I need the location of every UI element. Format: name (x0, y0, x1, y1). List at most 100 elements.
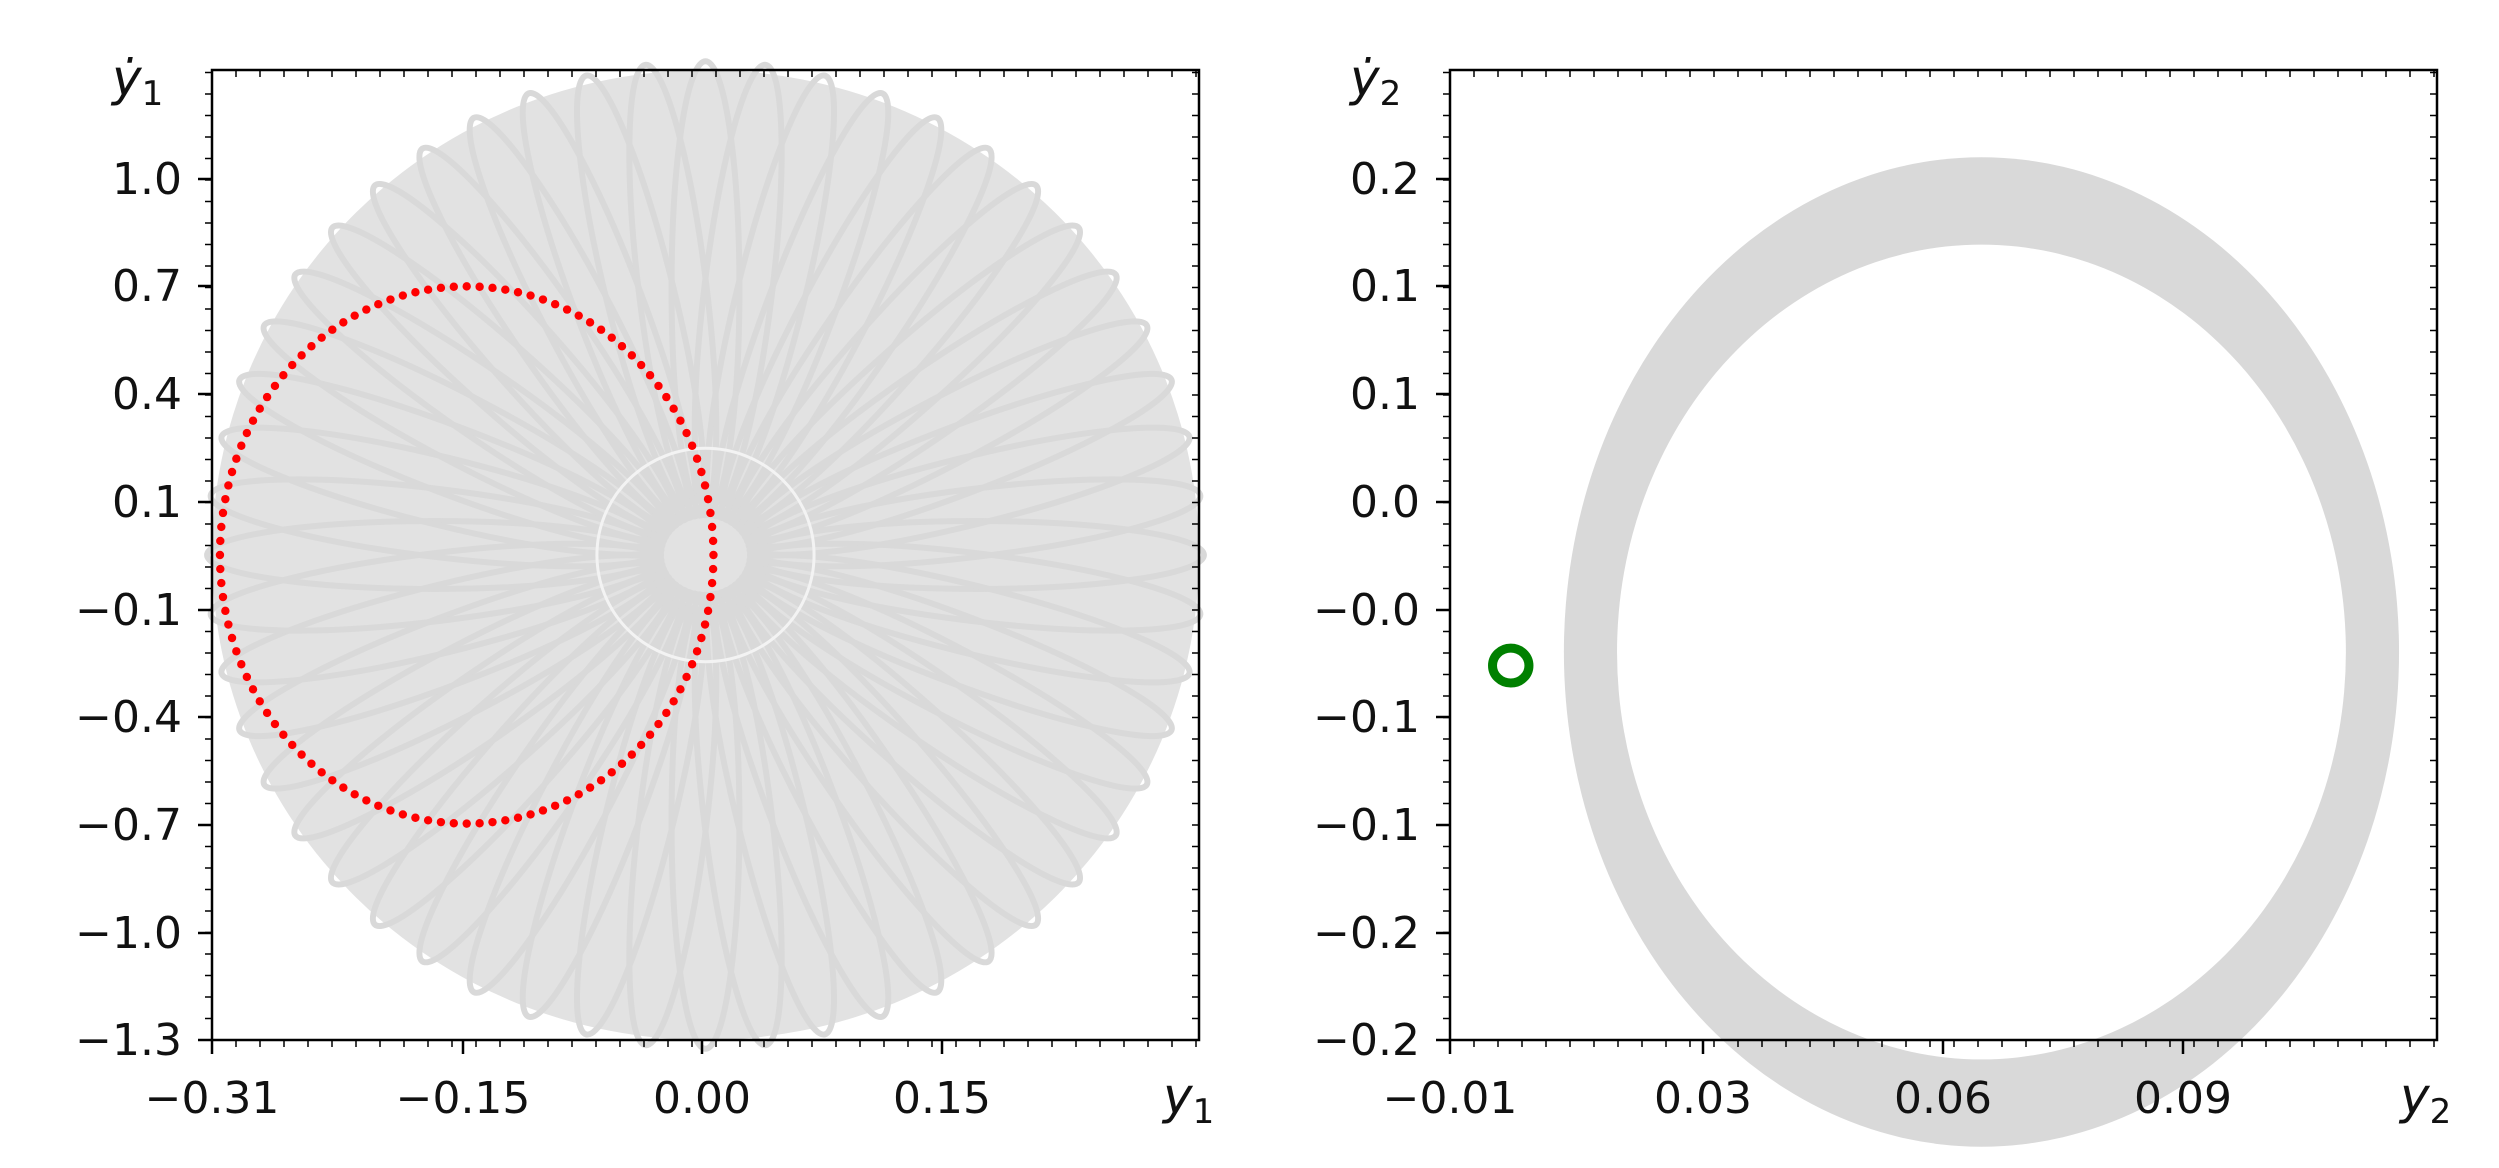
orbit-point (217, 522, 226, 532)
orbit-point (262, 392, 272, 402)
y-tick-label: −1.3 (75, 1015, 182, 1066)
y-tick-label: 0.1 (1350, 261, 1420, 312)
orbit-point (242, 672, 252, 682)
orbit-point (462, 819, 471, 828)
orbit-point (687, 441, 697, 450)
orbit-point (488, 817, 497, 827)
orbit-point (242, 428, 252, 438)
orbit-point (288, 740, 297, 750)
orbit-point (538, 295, 548, 304)
orbit-point (550, 300, 560, 309)
orbit-point (374, 300, 383, 309)
orbit-point (339, 783, 348, 792)
y-tick-label: −0.1 (75, 585, 182, 636)
orbit-point (692, 454, 702, 463)
orbit-point (636, 740, 646, 750)
orbit-point (708, 536, 718, 546)
orbit-point (350, 790, 359, 799)
orbit-point (362, 796, 371, 805)
orbit-point (501, 816, 510, 825)
orbit-point (538, 806, 548, 815)
orbit-point (339, 318, 348, 327)
orbit-point (317, 333, 326, 342)
x-tick-label: 0.03 (1654, 1073, 1752, 1124)
axis-ticks (1436, 70, 2437, 1054)
orbit-point (374, 801, 383, 810)
orbit-point (436, 817, 446, 827)
x-axis-label: y1 (1161, 1067, 1214, 1132)
y-axis-label: ẏ2 (1348, 49, 1401, 114)
trajectory-envelope (212, 70, 1199, 1040)
orbit-point (262, 708, 272, 718)
y-tick-label: −0.4 (75, 692, 182, 743)
left-phase-plot: −0.31 −0.15 0.00 0.15 −1.3 −1.0 −0.7 −0.… (75, 49, 1214, 1132)
y-tick-label: 0.2 (1350, 154, 1420, 205)
orbit-point (692, 647, 702, 656)
orbit-point (237, 660, 246, 669)
orbit-point (279, 730, 288, 739)
orbit-point (288, 360, 297, 370)
orbit-point (232, 454, 241, 463)
orbit-point (270, 719, 280, 729)
orbit-point (526, 291, 535, 300)
trajectory-streak (746, 476, 1204, 570)
orbit-point (411, 813, 420, 822)
orbit-point (707, 522, 717, 532)
orbit-point (221, 606, 230, 616)
orbit-point (682, 672, 691, 682)
orbit-point (216, 536, 225, 546)
orbit-point (596, 325, 606, 334)
orbit-point (636, 360, 646, 370)
x-axis-label: y2 (2398, 1067, 2451, 1132)
orbit-point (703, 494, 713, 504)
y-tick-label: 0.0 (1350, 477, 1420, 528)
orbit-point (617, 759, 627, 768)
orbit-point (607, 768, 616, 777)
orbit-point (248, 416, 258, 425)
x-tick-label: −0.01 (1383, 1073, 1518, 1124)
orbit-point (227, 633, 237, 643)
orbit-point (362, 305, 371, 314)
right-phase-plot: −0.01 0.03 0.06 0.09 −0.2 −0.2 −0.1 −0.1… (1313, 49, 2451, 1147)
y-tick-label: 1.0 (112, 154, 182, 205)
orbit-point (307, 759, 316, 768)
orbit-point (328, 776, 337, 785)
orbit-point (562, 305, 572, 314)
orbit-point (703, 606, 713, 616)
orbit-point (449, 819, 458, 828)
orbit-point (707, 578, 717, 588)
orbit-point (574, 790, 583, 799)
y-tick-label: 0.1 (112, 477, 182, 528)
orbit-point (398, 810, 408, 819)
orbit-point (449, 282, 458, 291)
orbit-point (654, 381, 663, 391)
orbit-point (501, 285, 510, 294)
orbit-point (386, 295, 395, 304)
orbit-point (317, 768, 326, 777)
orbit-point (662, 392, 671, 402)
y-tick-label: 0.7 (112, 261, 182, 312)
orbit-point (617, 342, 627, 351)
orbit-point (475, 282, 484, 291)
y-tick-label: 0.4 (112, 369, 182, 420)
orbit-point (436, 283, 446, 293)
orbit-point (627, 351, 637, 360)
y-tick-label: −0.0 (1313, 585, 1420, 636)
y-tick-label: −0.1 (1313, 692, 1420, 743)
orbit-point (645, 730, 655, 739)
y-tick-label: −0.2 (1313, 1015, 1420, 1066)
orbit-point (574, 311, 583, 320)
orbit-point (488, 283, 497, 293)
orbit-point (216, 564, 225, 574)
orbit-point (607, 333, 616, 342)
orbit-point (669, 697, 678, 706)
red-orbit-series (215, 282, 718, 828)
orbit-point (709, 550, 718, 560)
x-tick-label: 0.15 (893, 1073, 991, 1124)
orbit-point (596, 776, 606, 785)
y-tick-labels: −1.3 −1.0 −0.7 −0.4 −0.1 0.1 0.4 0.7 1.0 (75, 154, 182, 1066)
orbit-point (270, 381, 280, 391)
orbit-point (585, 318, 595, 327)
orbit-point (654, 719, 663, 729)
background-trajectory (1563, 157, 2400, 1147)
